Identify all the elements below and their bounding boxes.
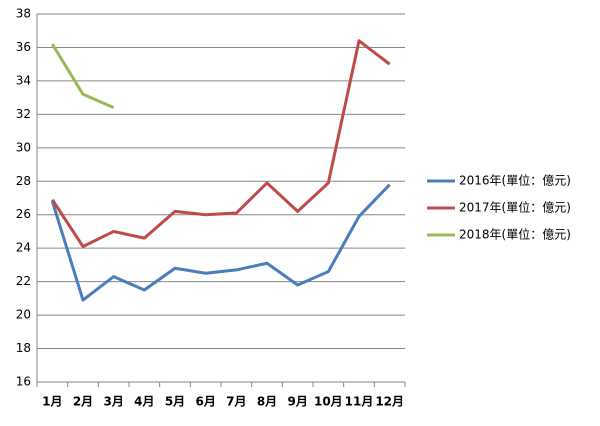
y-tick-label: 16 [16,375,31,389]
x-tick-label: 1月 [42,395,62,409]
series-line [50,183,391,302]
y-tick-label: 26 [16,207,31,221]
x-tick-label: 7月 [226,395,246,409]
y-tick-label: 22 [16,274,31,288]
x-tick-label: 3月 [103,395,123,409]
x-tick-label: 10月 [314,395,343,409]
x-tick-label: 4月 [134,395,154,409]
x-tick-label: 11月 [345,395,374,409]
y-tick-label: 30 [16,140,31,154]
x-tick-label: 6月 [195,395,215,409]
y-tick-label: 32 [16,107,31,121]
x-tick-label: 8月 [257,395,277,409]
y-tick-label: 28 [16,174,31,188]
y-tick-label: 24 [16,241,31,255]
legend-label: 2016年(單位：億元) [459,173,571,188]
x-tick-label: 2月 [73,395,93,409]
y-tick-label: 36 [16,40,31,54]
y-tick-label: 34 [16,73,31,87]
x-tick-label: 9月 [287,395,307,409]
y-tick-label: 20 [16,308,31,322]
legend-label: 2017年(單位：億元) [459,200,571,215]
x-tick-label: 5月 [165,395,185,409]
y-tick-label: 18 [16,341,31,355]
x-tick-label: 12月 [375,395,404,409]
y-tick-label: 38 [16,7,31,21]
series-line [51,39,391,249]
series-line [51,43,115,110]
legend-label: 2018年(單位：億元) [459,227,571,242]
